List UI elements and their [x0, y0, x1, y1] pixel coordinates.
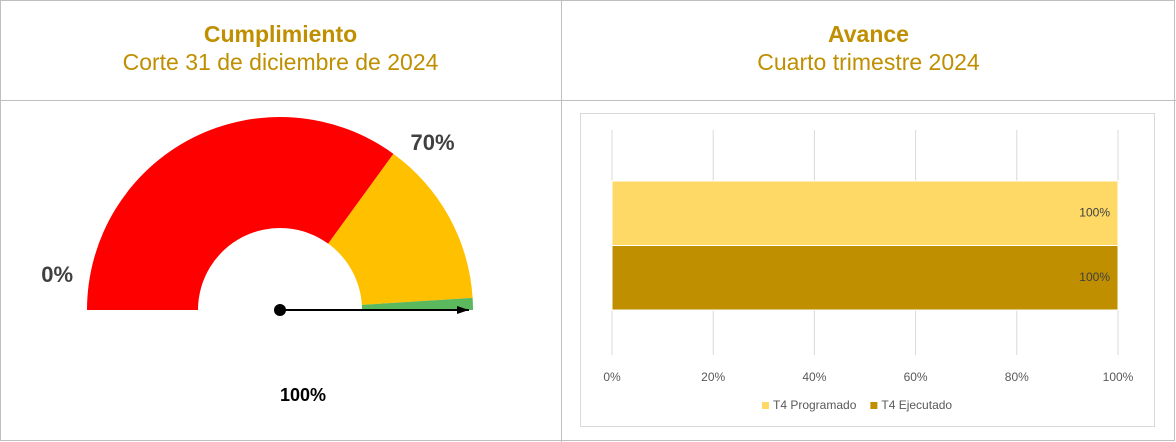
chart-frame	[580, 113, 1155, 427]
gauge-tick-label: 0%	[41, 262, 73, 287]
legend-label: T4 Programado	[773, 398, 857, 412]
legend-label: T4 Ejecutado	[881, 398, 952, 412]
x-tick-label: 60%	[904, 370, 928, 384]
bar	[611, 245, 1119, 311]
legend-swatch	[762, 402, 769, 409]
x-tick-label: 0%	[603, 370, 621, 384]
x-tick-label: 80%	[1005, 370, 1029, 384]
legend-swatch	[870, 402, 878, 409]
gauge-value-label: 100%	[280, 385, 326, 405]
x-tick-label: 40%	[802, 370, 826, 384]
needle-head	[457, 306, 469, 314]
x-tick-label: 100%	[1103, 370, 1134, 384]
bar-value-label: 100%	[1079, 205, 1110, 219]
header-cell: Avance Cuarto trimestre 2024	[561, 0, 1176, 100]
gauge-band	[361, 297, 473, 310]
x-tick-label: 20%	[701, 370, 725, 384]
header-title: Avance	[828, 21, 909, 47]
gauge-band	[87, 117, 394, 311]
header-title: Cumplimiento	[203, 21, 358, 47]
needle-hub	[274, 304, 286, 316]
gauge-tick-label: 70%	[410, 130, 454, 155]
header-subtitle: Cuarto trimestre 2024	[757, 49, 980, 75]
bar	[611, 180, 1119, 246]
gauge-band	[328, 153, 473, 305]
header-subtitle: Corte 31 de diciembre de 2024	[122, 49, 439, 75]
bar-value-label: 100%	[1079, 270, 1110, 284]
header-cell: Cumplimiento Corte 31 de diciembre de 20…	[0, 0, 561, 100]
